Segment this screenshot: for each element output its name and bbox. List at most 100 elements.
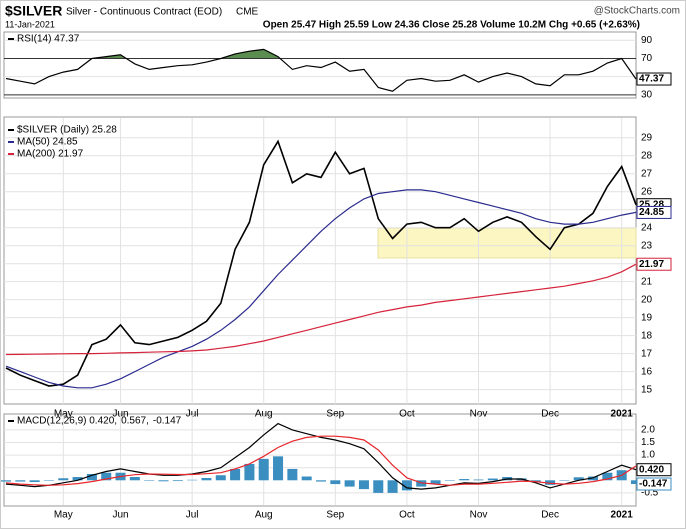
y-tick-label: 70 xyxy=(641,53,653,64)
macd-panel xyxy=(3,413,637,507)
series-line xyxy=(5,189,637,389)
legend-label: MA(200) 21.97 xyxy=(17,149,84,160)
histogram-bar xyxy=(545,480,556,485)
y-tick-label: 17 xyxy=(641,348,653,359)
histogram-bar xyxy=(0,480,12,482)
histogram-bar xyxy=(129,477,140,481)
legend-label: RSI(14) 47.37 xyxy=(17,34,80,45)
y-tick-label: -0.5 xyxy=(641,488,659,499)
histogram-bar xyxy=(15,480,26,482)
y-tick-label: 15 xyxy=(641,384,653,395)
y-tick-label: 18 xyxy=(641,330,653,341)
legend-label: MACD(12,26,9) 0.420, xyxy=(17,416,117,427)
last-value-tag xyxy=(636,205,672,219)
y-tick-label: 21 xyxy=(641,276,653,287)
x-tick-label: 2021 xyxy=(611,510,634,521)
histogram-bar xyxy=(58,478,69,481)
price-panel xyxy=(3,116,637,405)
series-line xyxy=(5,435,637,486)
last-value-label: -0.147 xyxy=(639,479,668,490)
y-tick-label: 2.0 xyxy=(641,425,655,436)
x-tick-label: Jul xyxy=(186,510,199,521)
histogram-bar xyxy=(588,476,599,481)
last-value-tag xyxy=(636,463,672,477)
x-tick-label: Oct xyxy=(399,409,415,420)
legend-label: $SILVER (Daily) 25.28 xyxy=(17,125,117,136)
x-tick-label: Sep xyxy=(326,409,344,420)
y-tick-label: 27 xyxy=(641,168,653,179)
x-tick-label: Jun xyxy=(112,409,128,420)
x-tick-label: Nov xyxy=(470,409,488,420)
legend-label: -0.147 xyxy=(153,416,182,427)
histogram-bar xyxy=(459,479,470,481)
rsi-panel xyxy=(3,31,637,99)
x-tick-label: Jun xyxy=(112,510,128,521)
x-tick-label: 2021 xyxy=(611,409,634,420)
x-tick-label: Aug xyxy=(255,510,273,521)
histogram-bar xyxy=(602,472,613,481)
histogram-bar xyxy=(487,478,498,481)
series-line xyxy=(5,48,637,92)
histogram-bar xyxy=(29,480,40,483)
histogram-bar xyxy=(172,480,183,482)
y-tick-label: 1.5 xyxy=(641,437,655,448)
legend-label: 0.567, xyxy=(121,416,149,427)
histogram-bar xyxy=(301,476,312,481)
last-value-label: 24.85 xyxy=(639,207,664,218)
series-line xyxy=(5,263,637,356)
histogram-bar xyxy=(530,480,541,482)
last-value-label: 0.420 xyxy=(639,464,664,475)
histogram-bar xyxy=(287,468,298,481)
x-tick-label: Sep xyxy=(326,510,344,521)
histogram-bar xyxy=(101,472,112,481)
histogram-bar xyxy=(86,473,97,481)
y-tick-label: 16 xyxy=(641,366,653,377)
y-tick-label: 29 xyxy=(641,132,653,143)
y-tick-label: 90 xyxy=(641,35,653,46)
x-tick-label: Oct xyxy=(399,510,415,521)
histogram-bar xyxy=(559,480,570,481)
histogram-bar xyxy=(201,478,212,481)
y-tick-label: 1.0 xyxy=(641,450,655,461)
histogram-bar xyxy=(430,480,441,485)
histogram-bar xyxy=(344,480,355,487)
histogram-bar xyxy=(43,480,54,481)
histogram-bar xyxy=(444,480,455,481)
x-tick-label: Dec xyxy=(541,510,559,521)
y-tick-label: 26 xyxy=(641,186,653,197)
x-tick-label: Aug xyxy=(255,409,273,420)
x-tick-label: Dec xyxy=(541,409,559,420)
y-tick-label: 28 xyxy=(641,150,653,161)
last-value-tag xyxy=(636,72,672,86)
histogram-bar xyxy=(258,458,269,481)
y-tick-label: 23 xyxy=(641,240,653,251)
exchange: CME xyxy=(236,7,259,18)
histogram-bar xyxy=(373,480,384,493)
y-tick-label: 24 xyxy=(641,222,653,233)
histogram-bar xyxy=(244,463,255,481)
series-line xyxy=(5,139,637,387)
last-value-label: 47.37 xyxy=(639,74,664,85)
instrument-name: Silver - Continuous Contract (EOD) xyxy=(66,7,222,18)
histogram-bar xyxy=(473,479,484,481)
histogram-bar xyxy=(630,480,642,484)
histogram-bar xyxy=(387,480,398,493)
histogram-bar xyxy=(273,456,284,481)
histogram-bar xyxy=(330,480,341,485)
x-tick-label: May xyxy=(54,510,73,521)
y-tick-label: 19 xyxy=(641,312,653,323)
highlight-zone xyxy=(377,227,637,259)
histogram-bar xyxy=(573,477,584,481)
last-value-label: 25.28 xyxy=(639,199,664,210)
x-tick-label: Nov xyxy=(470,510,488,521)
x-tick-label: May xyxy=(54,409,73,420)
y-tick-label: 20 xyxy=(641,294,653,305)
last-value-tag xyxy=(636,257,672,271)
histogram-bar xyxy=(230,468,241,481)
histogram-bar xyxy=(187,479,198,481)
last-value-label: 21.97 xyxy=(639,259,664,270)
histogram-bar xyxy=(215,475,226,481)
legend-label: MA(50) 24.85 xyxy=(17,137,78,148)
